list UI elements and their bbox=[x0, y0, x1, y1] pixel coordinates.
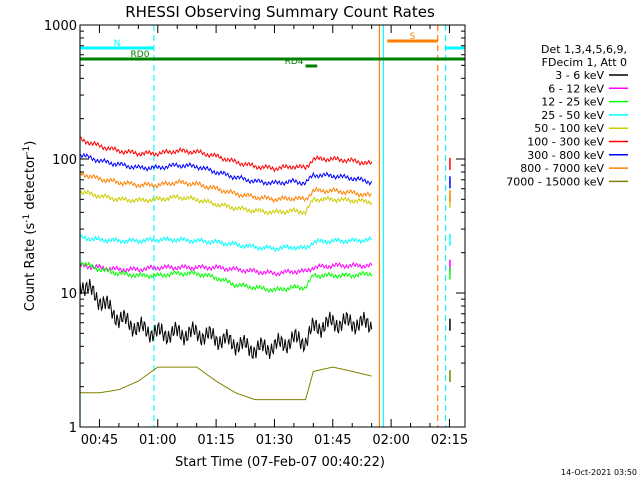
legend-label-3-6-kev: 3 - 6 keV bbox=[555, 69, 604, 82]
flag-bars: N RD0 RD4 S bbox=[80, 32, 465, 68]
legend-label-300-800-kev: 300 - 800 keV bbox=[527, 149, 604, 162]
flag-label-rd4: RD4 bbox=[285, 57, 304, 67]
series-line-6-12-kev bbox=[79, 261, 373, 277]
chart-title: RHESSI Observing Summary Count Rates bbox=[125, 3, 435, 21]
x-tick-label: 01:15 bbox=[197, 433, 234, 448]
y-tick-label: 100 bbox=[52, 153, 77, 168]
x-tick-label: 01:45 bbox=[314, 433, 351, 448]
series-line-25-50-kev bbox=[79, 234, 372, 253]
x-tick-label: 02:15 bbox=[431, 433, 468, 448]
flag-label-s: S bbox=[410, 32, 416, 42]
series-line-12-25-kev bbox=[79, 261, 373, 294]
y-tick-label: 1000 bbox=[44, 19, 77, 34]
series-line-100-300-kev bbox=[79, 136, 373, 173]
y-axis-label-start: Count Rate (s bbox=[23, 223, 38, 312]
legend: Det 1,3,4,5,6,9,FDecim 1, Att 03 - 6 keV… bbox=[506, 43, 628, 188]
legend-label-7000-15000-kev: 7000 - 15000 keV bbox=[506, 175, 604, 188]
plot-frame bbox=[79, 24, 466, 428]
x-tick-label: 01:00 bbox=[139, 433, 176, 448]
series-line-7000-15000-kev bbox=[80, 366, 372, 401]
y-axis-label-sup1: -1 bbox=[22, 214, 32, 223]
legend-header: FDecim 1, Att 0 bbox=[542, 56, 627, 69]
y-tick-label: 10 bbox=[60, 287, 77, 302]
x-tick-label: 01:30 bbox=[256, 433, 293, 448]
series-line-3-6-kev bbox=[79, 279, 373, 360]
flag-label-rd0: RD0 bbox=[131, 50, 150, 60]
y-tick-label: 1 bbox=[69, 421, 77, 436]
x-tick-label: 02:00 bbox=[372, 433, 409, 448]
y-axis-label-end: ) bbox=[23, 141, 38, 146]
x-tick-label: 00:45 bbox=[81, 433, 118, 448]
legend-label-800-7000-kev: 800 - 7000 keV bbox=[520, 162, 604, 175]
x-axis-label: Start Time (07-Feb-07 00:40:22) bbox=[175, 455, 385, 470]
series-line-800-7000-kev bbox=[79, 170, 372, 204]
flag-label-n: N bbox=[114, 39, 121, 49]
legend-label-25-50-kev: 25 - 50 keV bbox=[541, 109, 604, 122]
legend-label-12-25-kev: 12 - 25 keV bbox=[541, 96, 604, 109]
y-axis-label-mid: detector bbox=[23, 154, 38, 214]
y-axis: 1 10 100 1000 bbox=[44, 19, 465, 436]
legend-header: Det 1,3,4,5,6,9, bbox=[541, 43, 627, 56]
legend-label-100-300-kev: 100 - 300 keV bbox=[527, 136, 604, 149]
legend-label-50-100-kev: 50 - 100 keV bbox=[534, 122, 604, 135]
series-line-50-100-kev bbox=[79, 189, 373, 216]
series-lines bbox=[79, 136, 451, 401]
generated-timestamp: 14-Oct-2021 03:50 bbox=[561, 468, 637, 477]
y-axis-label-sup2: -1 bbox=[22, 146, 32, 155]
series-line-300-800-kev bbox=[79, 152, 373, 187]
x-axis: 00:45 01:00 01:15 01:30 01:45 02:00 02:15 bbox=[79, 25, 468, 448]
y-axis-label: Count Rate (s-1 detector-1) bbox=[22, 141, 38, 312]
legend-label-6-12-kev: 6 - 12 keV bbox=[548, 82, 604, 95]
